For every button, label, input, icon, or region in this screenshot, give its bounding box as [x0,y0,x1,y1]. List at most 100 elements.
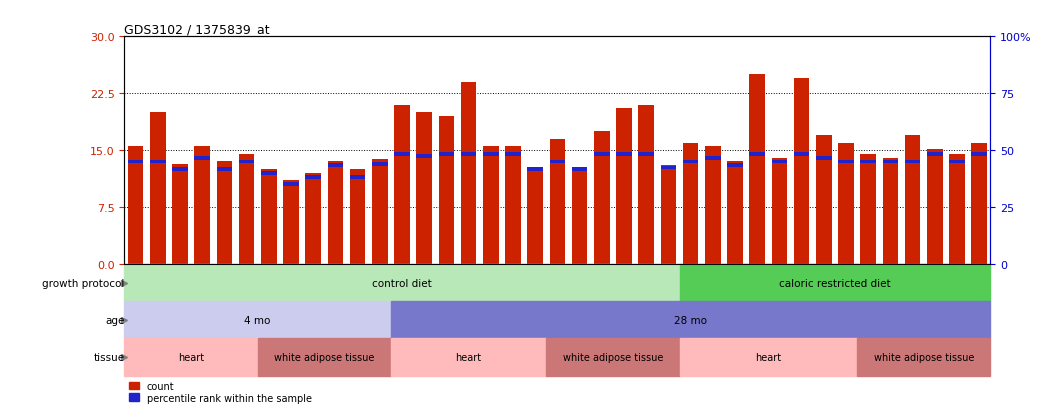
Bar [972,143,987,264]
Bar [972,153,987,157]
Bar [679,264,990,301]
Bar [750,153,765,157]
Bar [124,339,257,376]
Bar [417,155,432,159]
Text: heart: heart [755,352,781,362]
Bar [861,160,876,164]
Bar [528,167,543,264]
Text: heart: heart [455,352,481,362]
Bar [858,339,990,376]
Bar [661,166,676,170]
Bar [283,181,299,264]
Bar [505,147,521,264]
Text: caloric restricted diet: caloric restricted diet [779,278,891,288]
Bar [705,147,721,264]
Bar [927,149,943,264]
Text: age: age [105,315,124,325]
Bar [571,168,587,171]
Text: white adipose tissue: white adipose tissue [563,352,663,362]
Bar [594,153,610,157]
Bar [128,147,143,264]
Bar [794,79,810,264]
Text: control diet: control diet [372,278,431,288]
Bar [816,135,832,264]
Bar [460,153,476,157]
Bar [905,160,921,164]
Text: GDS3102 / 1375839_at: GDS3102 / 1375839_at [124,23,270,36]
Bar [150,113,166,264]
Bar [349,170,365,264]
Bar [682,143,698,264]
Bar [239,160,254,164]
Bar [616,109,632,264]
Bar [124,264,679,301]
Bar [794,153,810,157]
Bar [261,170,277,264]
Bar [550,140,565,264]
Bar [505,153,521,157]
Bar [727,164,742,168]
Bar [639,153,654,157]
Bar [528,168,543,171]
Text: tissue: tissue [93,352,124,362]
Text: 28 mo: 28 mo [674,315,707,325]
Bar [882,160,898,164]
Bar [772,160,787,164]
Bar [594,132,610,264]
Bar [305,176,320,179]
Bar [417,113,432,264]
Bar [705,157,721,160]
Bar [949,160,964,164]
Bar [217,162,232,264]
Bar [838,143,853,264]
Bar [391,301,990,339]
Text: growth protocol: growth protocol [43,278,124,288]
Bar [150,160,166,164]
Bar [194,157,209,160]
Bar [905,135,921,264]
Bar [616,153,632,157]
Text: 4 mo: 4 mo [245,315,271,325]
Bar [679,339,858,376]
Bar [394,153,410,157]
Bar [639,105,654,264]
Bar [257,339,391,376]
Bar [124,301,391,339]
Bar [194,147,209,264]
Bar [571,168,587,264]
Text: white adipose tissue: white adipose tissue [873,352,974,362]
Bar [927,153,943,157]
Bar [816,157,832,160]
Bar [838,160,853,164]
Bar [217,168,232,171]
Legend: count, percentile rank within the sample: count, percentile rank within the sample [130,381,312,403]
Bar [949,154,964,264]
Bar [727,162,742,264]
Bar [391,339,546,376]
Bar [439,116,454,264]
Bar [546,339,679,376]
Bar [261,171,277,176]
Bar [882,158,898,264]
Bar [483,153,499,157]
Bar [328,164,343,168]
Bar [861,154,876,264]
Bar [283,183,299,187]
Bar [239,154,254,264]
Bar [772,158,787,264]
Bar [682,160,698,164]
Text: white adipose tissue: white adipose tissue [274,352,374,362]
Bar [483,147,499,264]
Bar [460,83,476,264]
Bar [328,162,343,264]
Bar [750,75,765,264]
Bar [128,160,143,164]
Bar [661,166,676,264]
Bar [349,176,365,179]
Bar [372,160,388,264]
Text: heart: heart [178,352,204,362]
Bar [550,160,565,164]
Bar [172,168,188,171]
Bar [372,162,388,166]
Bar [439,153,454,157]
